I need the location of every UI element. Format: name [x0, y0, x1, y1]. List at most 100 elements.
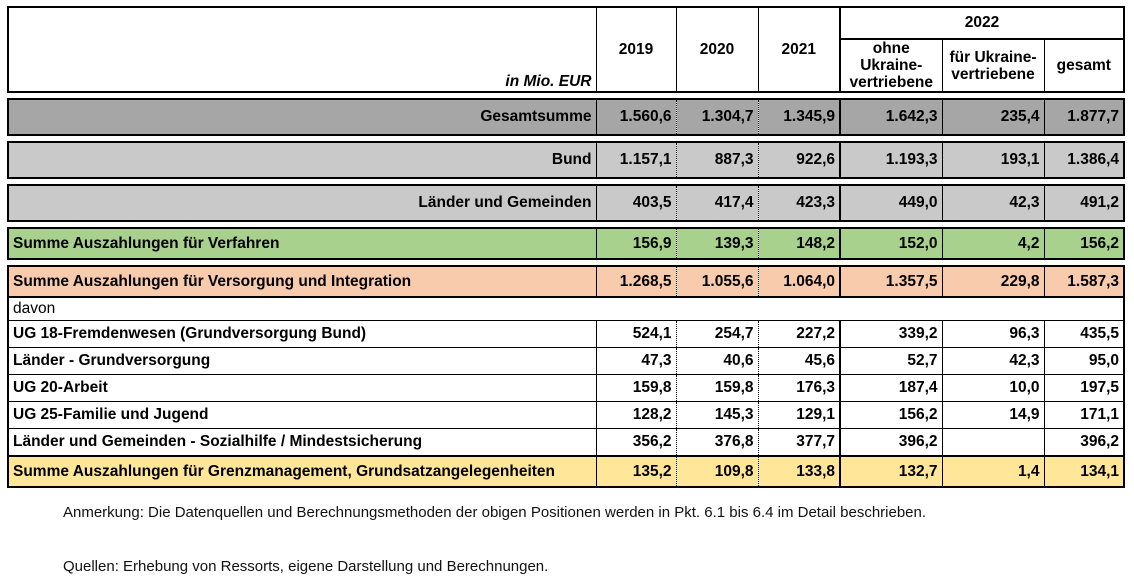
row-label: Summe Auszahlungen für Versorgung und In…	[7, 265, 597, 298]
cell-2022-gesamt: 1.386,4	[1043, 141, 1125, 179]
cell-2022-gesamt: 95,0	[1043, 347, 1125, 375]
cell-2022-ohne: 132,7	[839, 455, 943, 488]
cell-2019: 135,2	[595, 455, 677, 488]
cell-2022-ohne: 156,2	[839, 401, 943, 429]
cell-2022-ohne: 396,2	[839, 428, 943, 457]
cell-2022-ohne: 187,4	[839, 374, 943, 402]
cell-2022-ohne: 449,0	[839, 184, 943, 222]
cell-2022-ohne: 339,2	[839, 320, 943, 348]
cell-2022-fuer: 10,0	[941, 374, 1045, 402]
cell-2021: 176,3	[757, 374, 841, 402]
note-quellen: Quellen: Erhebung von Ressorts, eigene D…	[63, 558, 549, 575]
cell-2019: 128,2	[595, 401, 677, 429]
year-2021: 2021	[757, 6, 841, 93]
davon-row: davon	[7, 297, 1125, 321]
cell-2021: 1.064,0	[757, 265, 841, 298]
row-label: Gesamtsumme	[7, 98, 597, 136]
cell-2020: 887,3	[675, 141, 759, 179]
year-2020: 2020	[675, 6, 759, 93]
row-label: UG 25-Familie und Jugend	[7, 401, 597, 429]
cell-2022-ohne: 1.357,5	[839, 265, 943, 298]
cell-2022-ohne: 52,7	[839, 347, 943, 375]
cell-2022-gesamt: 156,2	[1043, 227, 1125, 260]
cell-2022-fuer: 1,4	[941, 455, 1045, 488]
sub-header-fuer: für Ukraine- vertriebene	[941, 39, 1045, 93]
cell-2021: 922,6	[757, 141, 841, 179]
cell-2021: 148,2	[757, 227, 841, 260]
table-row: Summe Auszahlungen für Grenzmanagement, …	[7, 455, 1125, 488]
cell-2022-gesamt: 491,2	[1043, 184, 1125, 222]
row-label: Länder und Gemeinden - Sozialhilfe / Min…	[7, 428, 597, 457]
table-row: Gesamtsumme 1.560,6 1.304,7 1.345,9 1.64…	[7, 98, 1125, 136]
cell-2021: 227,2	[757, 320, 841, 348]
row-label: UG 18-Fremdenwesen (Grundversorgung Bund…	[7, 320, 597, 348]
cell-2020: 40,6	[675, 347, 759, 375]
cell-2020: 376,8	[675, 428, 759, 457]
cell-2020: 1.304,7	[675, 98, 759, 136]
cell-2022-fuer: 229,8	[941, 265, 1045, 298]
cell-2022-fuer	[941, 428, 1045, 457]
cell-2021: 133,8	[757, 455, 841, 488]
year-2019: 2019	[595, 6, 677, 93]
cell-2020: 159,8	[675, 374, 759, 402]
cell-2019: 159,8	[595, 374, 677, 402]
table-row: Länder - Grundversorgung 47,3 40,6 45,6 …	[7, 347, 1125, 375]
row-label: Summe Auszahlungen für Verfahren	[7, 227, 597, 260]
cell-2021: 45,6	[757, 347, 841, 375]
table-row: UG 18-Fremdenwesen (Grundversorgung Bund…	[7, 320, 1125, 348]
cell-2020: 139,3	[675, 227, 759, 260]
table-row: UG 25-Familie und Jugend 128,2 145,3 129…	[7, 401, 1125, 429]
cell-2021: 377,7	[757, 428, 841, 457]
cell-2020: 145,3	[675, 401, 759, 429]
row-label: Summe Auszahlungen für Grenzmanagement, …	[7, 455, 597, 488]
sub-header-gesamt: gesamt	[1043, 39, 1125, 93]
cell-2020: 1.055,6	[675, 265, 759, 298]
cell-2022-gesamt: 435,5	[1043, 320, 1125, 348]
cell-2019: 1.560,6	[595, 98, 677, 136]
row-label: UG 20-Arbeit	[7, 374, 597, 402]
finance-table: in Mio. EUR 2019 2020 2021 2022 ohne Ukr…	[7, 6, 1125, 488]
table-row: Länder und Gemeinden 403,5 417,4 423,3 4…	[7, 184, 1125, 222]
header-row-2: ohne Ukraine- vertriebene für Ukraine- v…	[8, 39, 1125, 93]
note-anmerkung: Anmerkung: Die Datenquellen und Berechnu…	[63, 504, 927, 521]
cell-2019: 156,9	[595, 227, 677, 260]
cell-2022-fuer: 14,9	[941, 401, 1045, 429]
cell-2021: 1.345,9	[757, 98, 841, 136]
cell-2022-gesamt: 1.877,7	[1043, 98, 1125, 136]
cell-2019: 47,3	[595, 347, 677, 375]
cell-2022-gesamt: 1.587,3	[1043, 265, 1125, 298]
unit-label: in Mio. EUR	[7, 6, 597, 93]
year-2022: 2022	[839, 6, 1125, 40]
cell-2019: 356,2	[595, 428, 677, 457]
cell-2022-gesamt: 134,1	[1043, 455, 1125, 488]
table-row: Summe Auszahlungen für Versorgung und In…	[7, 265, 1125, 298]
header-row-1: in Mio. EUR 2019 2020 2021 2022	[7, 6, 1125, 93]
cell-2022-gesamt: 171,1	[1043, 401, 1125, 429]
row-label: Länder - Grundversorgung	[7, 347, 597, 375]
cell-2022-fuer: 42,3	[941, 347, 1045, 375]
cell-2022-fuer: 193,1	[941, 141, 1045, 179]
table-row: Summe Auszahlungen für Verfahren 156,9 1…	[7, 227, 1125, 260]
cell-2022-gesamt: 396,2	[1043, 428, 1125, 457]
table-row: Bund 1.157,1 887,3 922,6 1.193,3 193,1 1…	[7, 141, 1125, 179]
cell-2022-fuer: 4,2	[941, 227, 1045, 260]
cell-2022-fuer: 96,3	[941, 320, 1045, 348]
cell-2022-ohne: 1.193,3	[839, 141, 943, 179]
cell-2022-ohne: 152,0	[839, 227, 943, 260]
cell-2020: 109,8	[675, 455, 759, 488]
cell-2021: 423,3	[757, 184, 841, 222]
cell-2019: 1.268,5	[595, 265, 677, 298]
row-label: Bund	[7, 141, 597, 179]
cell-2019: 524,1	[595, 320, 677, 348]
cell-2021: 129,1	[757, 401, 841, 429]
cell-2022-fuer: 42,3	[941, 184, 1045, 222]
table-row: UG 20-Arbeit 159,8 159,8 176,3 187,4 10,…	[7, 374, 1125, 402]
cell-2022-fuer: 235,4	[941, 98, 1045, 136]
sub-header-ohne: ohne Ukraine- vertriebene	[839, 39, 943, 93]
cell-2022-gesamt: 197,5	[1043, 374, 1125, 402]
row-label: Länder und Gemeinden	[7, 184, 597, 222]
cell-2020: 417,4	[675, 184, 759, 222]
cell-2019: 403,5	[595, 184, 677, 222]
cell-2020: 254,7	[675, 320, 759, 348]
cell-2022-ohne: 1.642,3	[839, 98, 943, 136]
